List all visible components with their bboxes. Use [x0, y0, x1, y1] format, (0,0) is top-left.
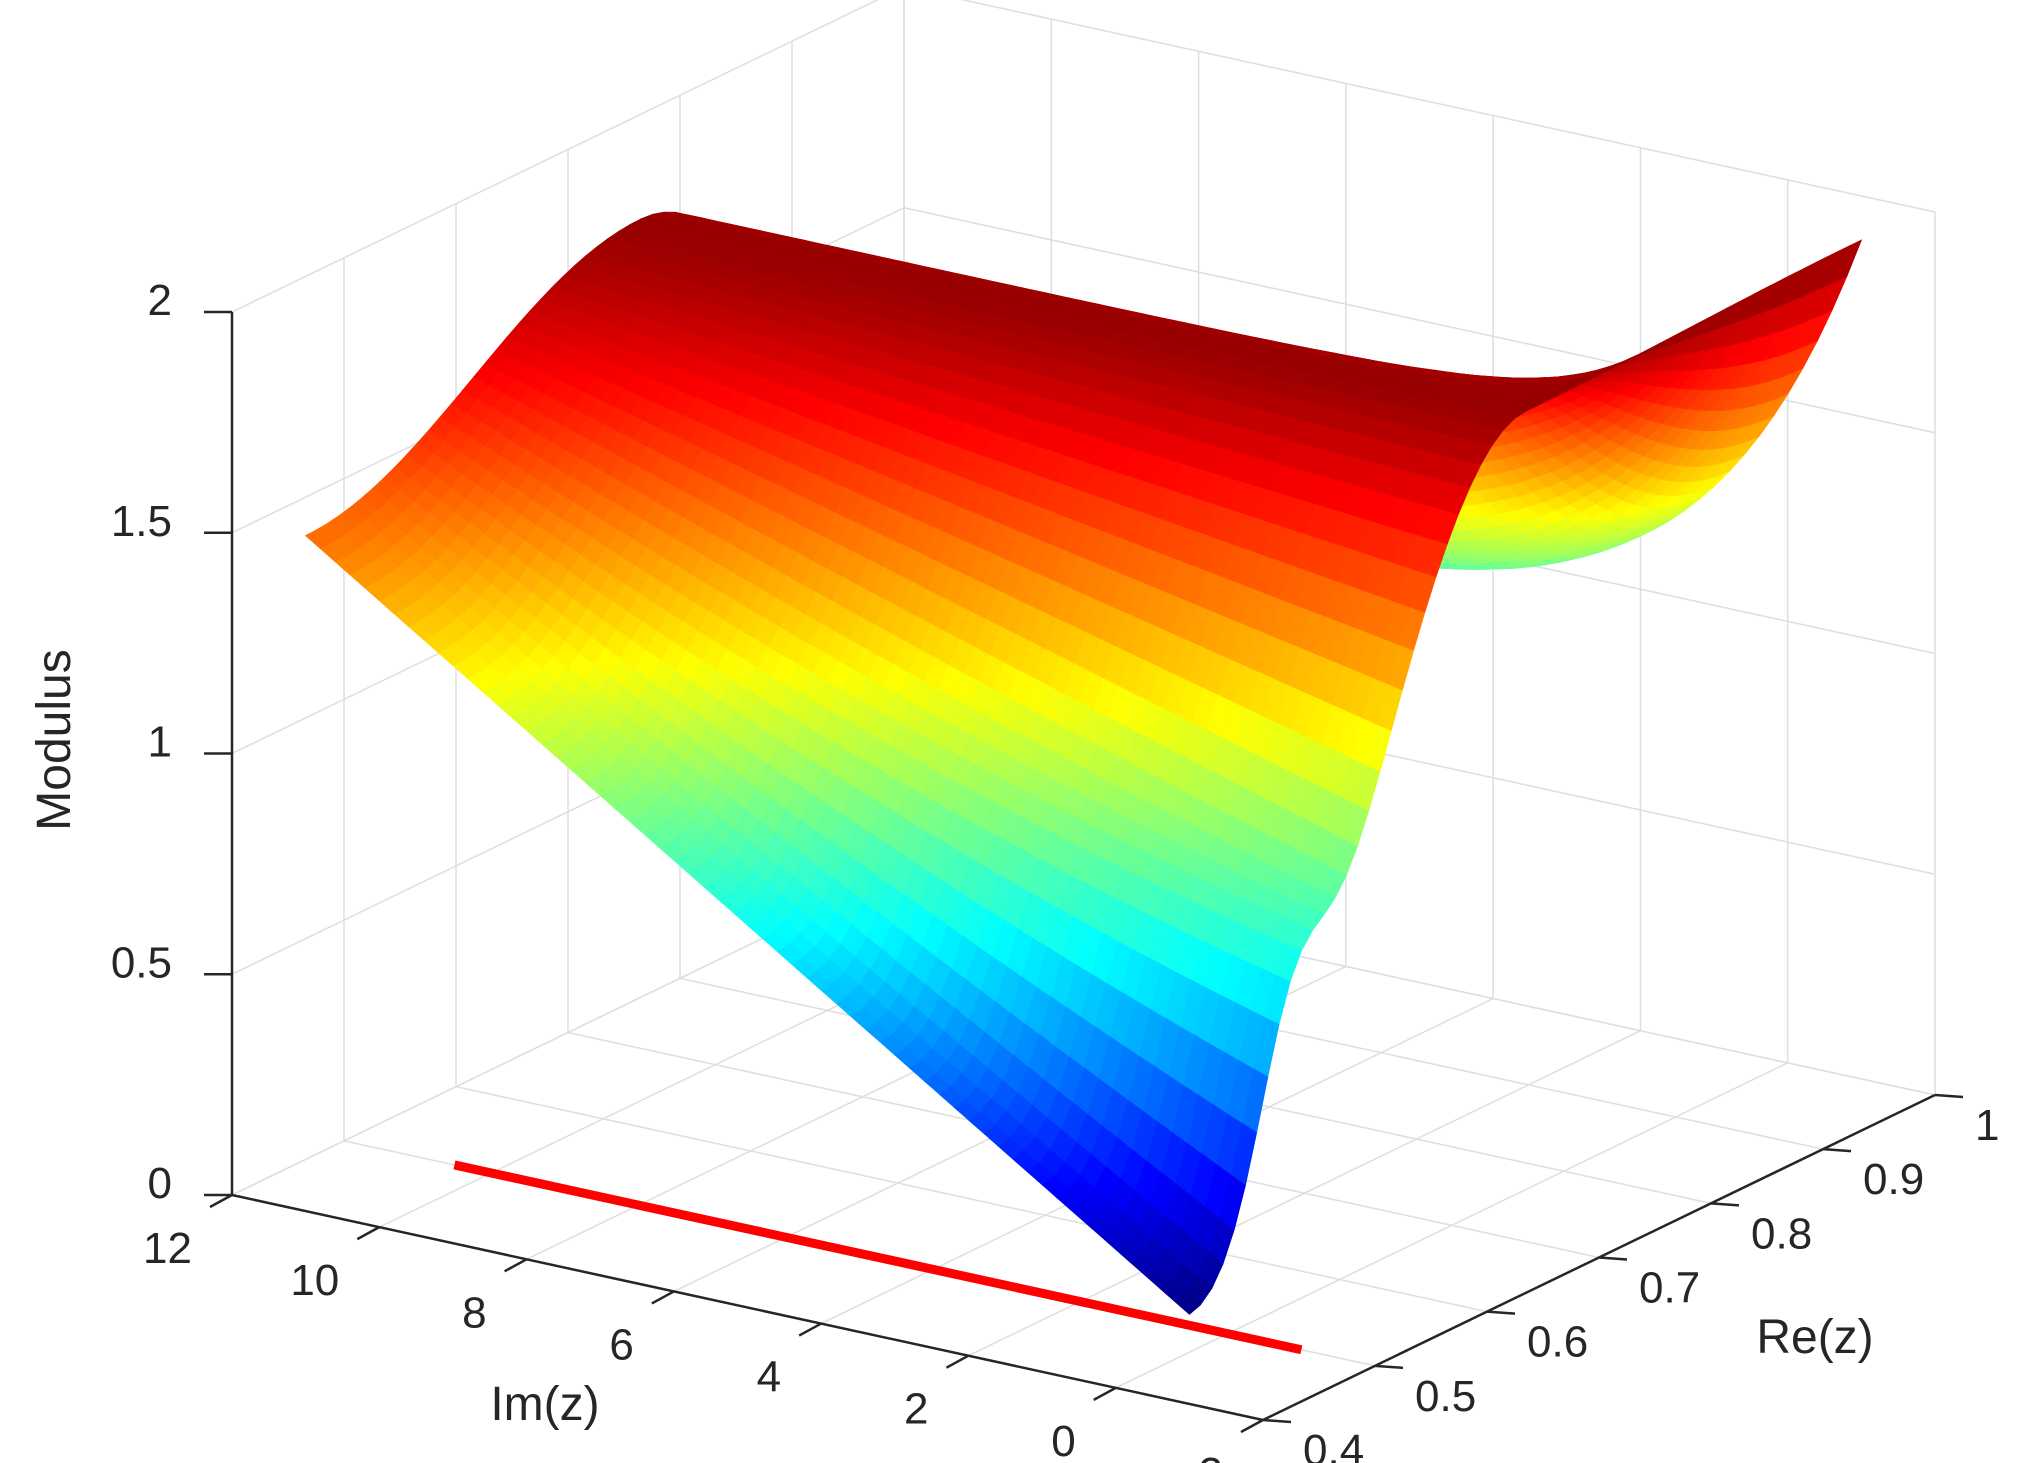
y-tick [1822, 1147, 1852, 1153]
y-tick-label: 0.7 [1639, 1264, 1700, 1313]
z-axis-label: Modulus [28, 649, 81, 830]
x-tick-label: -2 [1184, 1449, 1223, 1463]
x-axis-label: Im(z) [490, 1378, 599, 1431]
x-tick [798, 1322, 822, 1337]
x-tick-label: 4 [757, 1353, 781, 1402]
z-tick-label: 2 [148, 276, 172, 325]
floor-grid-line [455, 1085, 1488, 1313]
x-tick-label: 2 [904, 1385, 928, 1434]
back-wall-grid-line [960, 0, 1936, 213]
x-tick [209, 1193, 233, 1209]
y-tick [1262, 1418, 1292, 1424]
tick-labels: 0 0.5 1 1.5 2 12 10 8 6 4 2 0 -2 0.4 0.5 0.6 0.7 0.8 0.9 1 [111, 276, 2000, 1463]
y-tick [1934, 1093, 1964, 1099]
x-tick [503, 1258, 528, 1273]
x-tick-label: 6 [609, 1320, 633, 1369]
z-tick-label: 1.5 [111, 497, 172, 546]
x-axis-line [231, 1193, 1264, 1422]
overlay-line [453, 1160, 1303, 1355]
y-tick-label: 0.8 [1751, 1209, 1812, 1258]
x-tick [356, 1226, 380, 1241]
y-tick [1486, 1310, 1516, 1315]
y-tick-label: 0.6 [1527, 1318, 1588, 1367]
y-tick-label: 0.5 [1415, 1372, 1476, 1421]
y-tick-label: 1 [1975, 1101, 1999, 1150]
y-tick-label: 0.9 [1863, 1155, 1924, 1204]
z-tick-label: 1 [148, 718, 172, 767]
y-tick [1598, 1256, 1628, 1261]
y-tick-label: 0.4 [1303, 1426, 1364, 1463]
x-tick [945, 1354, 970, 1369]
x-tick [651, 1290, 675, 1305]
y-tick [1374, 1364, 1404, 1370]
side-wall-grid-line [231, 0, 879, 313]
z-tick-label: 0.5 [111, 938, 172, 987]
y-tick [1710, 1202, 1740, 1207]
x-tick-label: 8 [462, 1288, 486, 1337]
axes [204, 310, 1964, 1434]
x-tick-label: 10 [290, 1256, 339, 1305]
overlay-line-layer [453, 1160, 1303, 1355]
surface [304, 211, 1863, 1315]
z-tick-label: 0 [148, 1159, 172, 1208]
x-tick-label: 0 [1051, 1417, 1075, 1463]
x-tick-label: 12 [143, 1224, 192, 1273]
x-tick [1093, 1386, 1117, 1401]
x-tick [1240, 1418, 1264, 1434]
y-axis-label: Re(z) [1756, 1311, 1873, 1364]
surface-patch [304, 529, 333, 550]
